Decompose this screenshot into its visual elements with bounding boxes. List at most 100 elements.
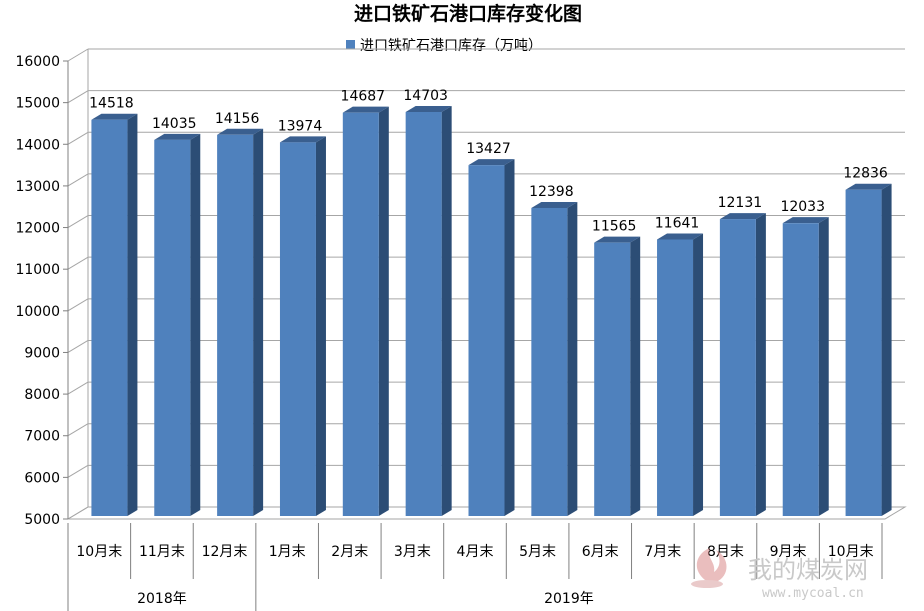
bar-top — [719, 213, 766, 220]
x-tick-label: 9月末 — [770, 544, 807, 560]
bar-side — [693, 233, 704, 516]
x-tick-label: 1月末 — [269, 544, 306, 560]
y-tick-label: 15000 — [15, 96, 60, 112]
data-label: 12398 — [529, 184, 574, 200]
data-label: 11641 — [655, 215, 700, 231]
bar-top — [657, 233, 704, 240]
bar — [342, 106, 389, 516]
gridline-side — [67, 506, 89, 520]
bar-front — [782, 223, 819, 516]
group-label: 2019年 — [544, 591, 594, 607]
bar-front — [468, 165, 505, 516]
gridline-side — [67, 131, 89, 145]
watermark: 我的煤炭网 www.mycoal.cn — [691, 548, 868, 601]
x-tick-label: 4月末 — [457, 544, 494, 560]
x-tick-label: 10月末 — [76, 544, 122, 560]
y-tick-label: 12000 — [15, 221, 60, 237]
bar — [594, 236, 641, 516]
gridline-side — [67, 298, 89, 312]
data-label: 12033 — [780, 199, 825, 215]
y-tick-label: 6000 — [24, 470, 60, 486]
gridline-side — [67, 215, 89, 228]
watermark-text-en: www.mycoal.cn — [762, 586, 864, 601]
bar-front — [845, 189, 882, 516]
watermark-text-cn: 我的煤炭网 — [748, 556, 868, 584]
y-tick-label: 9000 — [24, 345, 60, 361]
gridline-side — [67, 90, 89, 104]
bar-side — [315, 136, 326, 516]
bar-top — [594, 236, 641, 243]
gridline-side — [67, 256, 89, 270]
bar-front — [342, 112, 379, 516]
gridline-side — [67, 423, 89, 437]
data-label: 12131 — [718, 195, 763, 211]
bar-top — [531, 201, 578, 208]
bar-top — [279, 136, 326, 143]
bar-front — [531, 207, 568, 516]
data-label: 14687 — [341, 89, 386, 105]
y-tick-label: 10000 — [15, 304, 60, 320]
bar-side — [190, 133, 201, 516]
bar — [845, 183, 892, 516]
bar — [657, 233, 704, 516]
bar-top — [154, 133, 201, 140]
bar-front — [719, 219, 756, 516]
bar-side — [504, 159, 515, 516]
bar-front — [217, 134, 254, 516]
data-label: 14035 — [152, 116, 197, 132]
gridline-side — [67, 173, 89, 187]
bar-side — [127, 113, 138, 517]
y-tick-label: 11000 — [15, 262, 60, 278]
y-tick-label: 7000 — [24, 429, 60, 445]
bar-side — [441, 106, 452, 516]
bar-side — [818, 217, 829, 516]
x-tick-label: 10月末 — [828, 544, 874, 560]
bar-top — [217, 128, 264, 135]
x-tick-label: 12月末 — [202, 544, 248, 560]
x-tick-label: 3月末 — [394, 544, 431, 560]
bar-top — [91, 113, 138, 120]
bar-top — [405, 106, 452, 113]
y-axis: 5000 6000 7000 8000 9000 10000 11000 12000 13000… — [15, 54, 69, 528]
legend: 进口铁矿石港口库存（万吨） — [346, 38, 542, 54]
bar-front — [279, 142, 316, 516]
watermark-logo-icon — [691, 548, 727, 588]
bar-top — [782, 217, 829, 224]
bar — [279, 136, 326, 516]
y-tick-label: 8000 — [24, 387, 60, 403]
chart-title: 进口铁矿石港口库存变化图 — [354, 2, 582, 25]
bar-top — [468, 159, 515, 166]
data-label: 11565 — [592, 219, 637, 235]
bar-front — [91, 119, 128, 517]
bar-side — [253, 128, 264, 516]
y-tick-label: 5000 — [24, 512, 60, 528]
bar-side — [755, 213, 766, 516]
bar-front — [594, 242, 631, 516]
bar-front — [405, 112, 442, 516]
x-tick-label: 11月末 — [139, 544, 185, 560]
x-tick-label: 2月末 — [331, 544, 368, 560]
bar-front — [657, 239, 694, 516]
bar — [154, 133, 201, 516]
bar — [531, 201, 578, 516]
bar-front — [154, 139, 191, 516]
bar — [782, 217, 829, 516]
bar-side — [567, 201, 578, 516]
y-tick-label: 13000 — [15, 179, 60, 195]
bar-top — [342, 106, 389, 113]
gridline-side — [67, 48, 89, 62]
bars: 14518 14035 14156 13974 14687 14703 13427 12398… — [89, 88, 892, 517]
x-tick-label: 5月末 — [519, 544, 556, 560]
bar — [217, 128, 264, 516]
data-label: 12836 — [843, 166, 888, 182]
bar-side — [378, 106, 389, 516]
bar — [405, 106, 452, 516]
x-tick-label: 7月末 — [644, 544, 681, 560]
group-label: 2018年 — [137, 591, 187, 607]
gridline-side — [67, 464, 89, 478]
y-tick-label: 16000 — [15, 54, 60, 70]
x-tick-label: 8月末 — [707, 544, 744, 560]
gridline-side — [67, 381, 89, 395]
data-label: 13974 — [278, 118, 323, 134]
